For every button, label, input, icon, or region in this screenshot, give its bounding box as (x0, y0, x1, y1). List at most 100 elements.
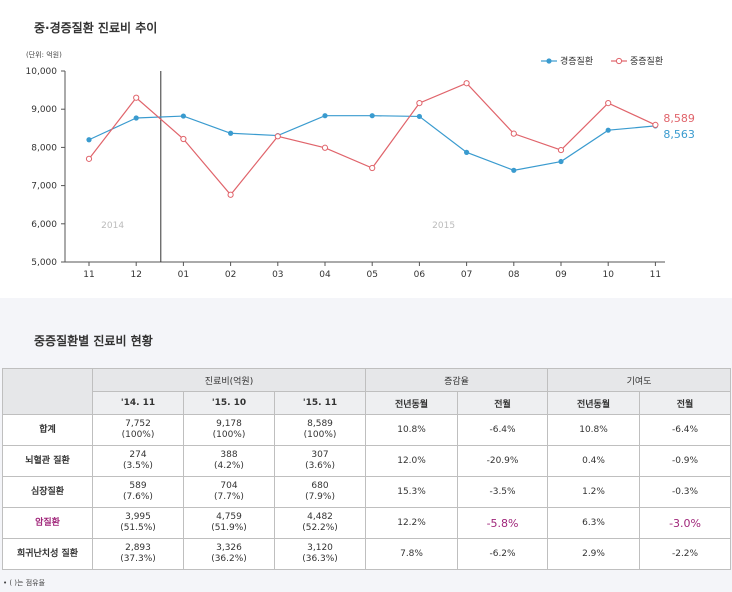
group-header-contribution: 기여도 (547, 368, 732, 392)
change-mom-cell: -20.9% (457, 445, 549, 477)
change-yoy-cell: 12.2% (365, 507, 459, 539)
cost-cell: 4,482 (52.2%) (273, 507, 367, 539)
change-mom-cell: -3.5% (457, 476, 549, 508)
data-point (464, 149, 470, 155)
contrib-yoy-cell: 0.4% (547, 445, 641, 477)
y-tick-label: 6,000 (31, 220, 57, 230)
cost-cell: 3,995 (51.5%) (92, 507, 184, 539)
legend-label: 경증질환 (560, 55, 593, 67)
sub-header: 전월 (639, 391, 732, 415)
x-tick-label: 11 (650, 270, 661, 280)
data-point (322, 113, 328, 119)
legend-label: 중증질환 (630, 55, 663, 67)
x-tick-label: 06 (414, 270, 426, 280)
table-row: 희귀난치성 질환 2,893 (37.3%) 3,326 (36.2%) 3,120… (2, 538, 732, 570)
cost-cell: 2,893 (37.3%) (92, 538, 184, 570)
footnote: • ( )는 점유율 (3, 579, 46, 587)
unit-label: (단위: 억원) (26, 51, 62, 59)
table-row: 합계 7,752 (100%) 9,178 (100%) 8,589 (100%) 1… (2, 414, 732, 446)
y-tick-label: 8,000 (31, 143, 57, 153)
series-line (88, 115, 656, 171)
contrib-mom-cell: -2.2% (639, 538, 732, 570)
series-line (88, 82, 656, 196)
sub-header: 전년동월 (365, 391, 459, 415)
corner-cell (2, 368, 93, 415)
contrib-yoy-cell: 2.9% (547, 538, 641, 570)
x-tick-label: 08 (508, 270, 520, 280)
table-row: 심장질환 589 (7.6%) 704 (7.7%) 680 (7.9%) 15.3%… (2, 476, 732, 508)
x-tick-label: 01 (178, 270, 189, 280)
data-point (133, 115, 139, 121)
y-tick-label: 7,000 (31, 182, 57, 192)
x-tick-label: 07 (461, 270, 472, 280)
x-tick-label: 02 (225, 270, 236, 280)
change-yoy-cell: 15.3% (365, 476, 459, 508)
sub-header: '15. 11 (273, 391, 367, 415)
table-title: 중증질환별 진료비 현황 (34, 334, 153, 348)
row-label: 뇌혈관 질환 (2, 445, 93, 477)
change-mom-cell: -5.8% (457, 507, 549, 539)
change-mom-cell: -6.4% (457, 414, 549, 446)
data-point (605, 127, 611, 133)
chart-panel: 중·경증질환 진료비 추이 (단위: 억원) 10,000 9,000 8,000 7… (25, 21, 695, 280)
x-tick-label: 11 (83, 270, 94, 280)
data-point (86, 137, 92, 143)
x-tick-label: 03 (272, 270, 283, 280)
row-label: 심장질환 (2, 476, 93, 508)
data-point (463, 80, 470, 87)
data-point (605, 99, 612, 107)
line-chart: 10,000 9,000 8,000 7,000 6,000 5,000 11 12 01 02 0… (26, 55, 695, 280)
legend-marker (546, 58, 552, 64)
contrib-mom-cell: -3.0% (639, 507, 732, 539)
table-row: 암질환 3,995 (51.5%) 4,759 (51.9%) 4,482 (52.2… (2, 507, 732, 539)
cost-cell: 3,326 (36.2%) (183, 538, 275, 570)
x-tick-label: 05 (366, 270, 377, 280)
x-tick-label: 04 (319, 270, 331, 280)
cost-cell: 680 (7.9%) (273, 476, 367, 508)
cost-cell: 9,178 (100%) (183, 414, 275, 446)
contrib-yoy-cell: 6.3% (547, 507, 641, 539)
data-point (369, 113, 375, 119)
data-point (180, 135, 187, 143)
row-label: 합계 (2, 414, 93, 446)
year-label: 2014 (101, 221, 124, 231)
cost-cell: 589 (7.6%) (92, 476, 184, 508)
chart-title: 중·경증질환 진료비 추이 (34, 21, 158, 35)
contrib-mom-cell: -0.9% (639, 445, 732, 477)
data-point (558, 158, 564, 165)
contrib-mom-cell: -6.4% (639, 414, 732, 446)
cost-cell: 388 (4.2%) (183, 445, 275, 477)
cost-cell: 3,120 (36.3%) (273, 538, 367, 570)
row-label: 희귀난치성 질환 (2, 538, 93, 570)
sub-header: 전월 (457, 391, 549, 415)
group-header-change: 증감율 (365, 368, 549, 392)
table-row: 뇌혈관 질환 274 (3.5%) 388 (4.2%) 307 (3.6%) 12.… (2, 445, 732, 477)
contrib-yoy-cell: 10.8% (547, 414, 641, 446)
x-tick-label: 09 (555, 270, 567, 280)
data-point (652, 121, 659, 129)
data-point (511, 167, 517, 173)
table-panel: 중증질환별 진료비 현황 진료비(억원) 증감율 기여도 '14. 11 '15… (0, 298, 732, 592)
year-label: 2015 (432, 221, 455, 231)
data-point (180, 113, 186, 119)
data-point (228, 130, 234, 136)
data-point (557, 146, 565, 154)
cost-table: 진료비(억원) 증감율 기여도 '14. 11 '15. 10 '15. 11 … (2, 368, 732, 570)
end-value-label: 8,563 (663, 128, 695, 141)
legend-marker (615, 57, 623, 65)
data-point (416, 113, 422, 120)
contrib-mom-cell: -0.3% (639, 476, 732, 508)
data-point (227, 191, 234, 198)
y-tick-label: 10,000 (26, 67, 58, 77)
cost-cell: 8,589 (100%) (273, 414, 367, 446)
contrib-yoy-cell: 1.2% (547, 476, 641, 508)
row-label: 암질환 (2, 507, 93, 539)
data-point (85, 155, 93, 162)
data-point (133, 94, 140, 101)
data-point (369, 164, 376, 172)
data-point (274, 133, 281, 140)
y-tick-label: 5,000 (31, 258, 57, 268)
end-value-label: 8,589 (663, 112, 695, 125)
sub-header: '14. 11 (92, 391, 184, 415)
data-point (416, 99, 423, 107)
